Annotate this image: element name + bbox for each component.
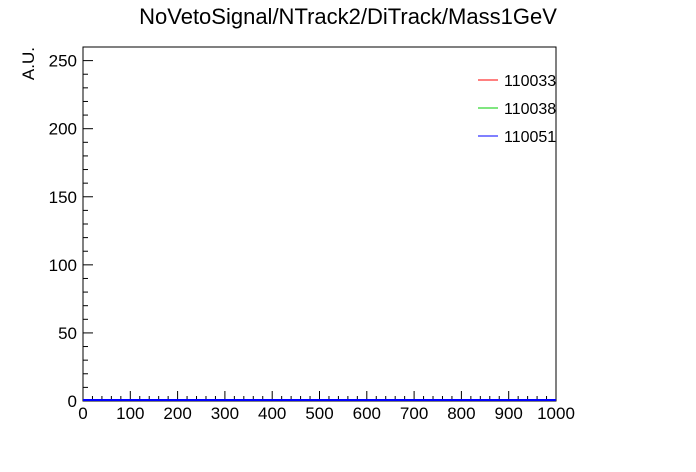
y-tick-label: 100: [49, 256, 77, 275]
x-tick-label: 1000: [537, 404, 575, 423]
x-tick-label: 700: [400, 404, 428, 423]
y-tick-label: 250: [49, 52, 77, 71]
legend: 110033 110038 110051: [478, 73, 556, 146]
x-tick-label: 0: [78, 404, 87, 423]
y-axis-label: A.U.: [19, 47, 38, 80]
legend-label-110038: 110038: [504, 101, 556, 118]
x-tick-label: 300: [211, 404, 239, 423]
legend-label-110033: 110033: [504, 73, 556, 90]
y-tick-label: 0: [68, 392, 77, 411]
y-axis: 0 50 100 150 200 250: [49, 46, 93, 411]
x-tick-label: 800: [447, 404, 475, 423]
x-tick-label: 600: [353, 404, 381, 423]
x-tick-label: 400: [258, 404, 286, 423]
y-tick-label: 50: [58, 324, 77, 343]
x-tick-label: 500: [305, 404, 333, 423]
x-tick-label: 100: [116, 404, 144, 423]
x-axis: 0 100 200 300 400 500 600 700 800 900 1000: [78, 391, 575, 423]
x-tick-label: 900: [495, 404, 523, 423]
y-tick-label: 150: [49, 188, 77, 207]
plot-frame: [82, 46, 557, 402]
x-tick-label: 200: [163, 404, 191, 423]
chart-title: NoVetoSignal/NTrack2/DiTrack/Mass1GeV: [139, 4, 557, 29]
legend-label-110051: 110051: [504, 129, 556, 146]
y-tick-label: 200: [49, 120, 77, 139]
